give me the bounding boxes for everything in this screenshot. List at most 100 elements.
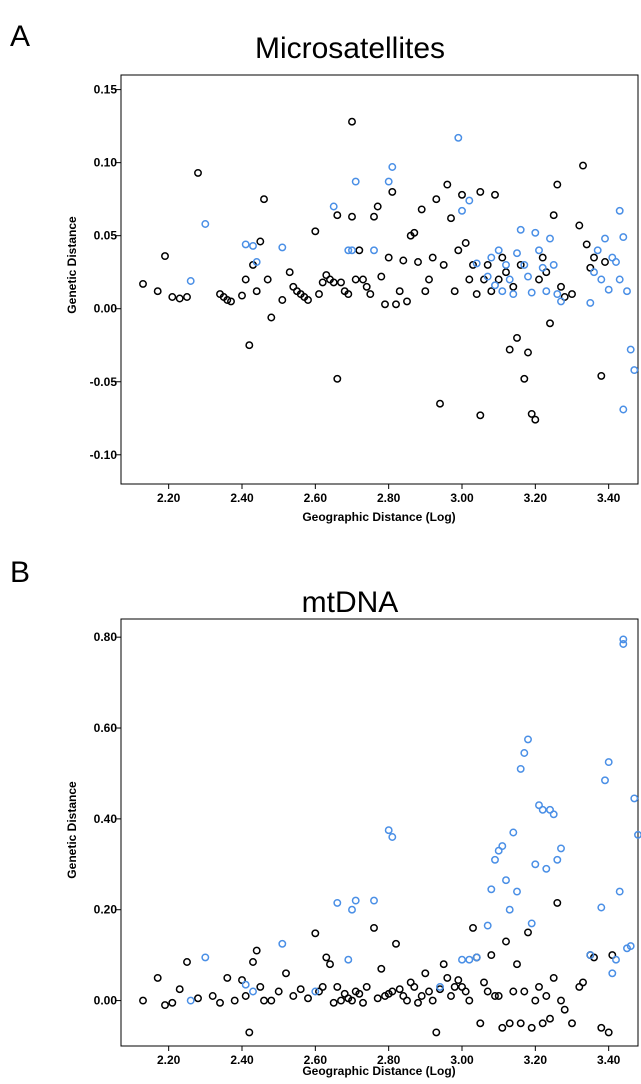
data-point-blue: [538, 263, 547, 272]
data-point-black: [498, 1023, 507, 1032]
y-tick-label: -0.05: [90, 375, 118, 389]
data-point-black: [208, 992, 217, 1000]
data-point-black: [557, 996, 565, 1005]
data-point-black: [362, 982, 371, 991]
data-point-black: [304, 994, 312, 1003]
data-point-black: [256, 982, 265, 991]
x-tick-label: 3.20: [524, 491, 548, 505]
data-point-black: [348, 212, 356, 221]
data-point-blue: [465, 955, 474, 964]
chart-title-microsatellites: Microsatellites: [255, 32, 445, 65]
data-point-black: [351, 275, 360, 284]
data-point-black: [546, 1014, 554, 1023]
data-point-black: [421, 287, 430, 296]
data-point-black: [366, 290, 375, 299]
data-point-blue: [516, 225, 525, 234]
data-point-black: [608, 951, 617, 960]
panel-a: A Microsatellites Genetic Distance Geogr…: [10, 20, 639, 524]
data-point-blue: [249, 241, 257, 250]
data-point-black: [260, 195, 268, 204]
x-tick-label: 2.40: [230, 1053, 254, 1067]
data-point-black: [395, 287, 404, 296]
data-point-black: [183, 958, 191, 966]
data-point-blue: [436, 982, 444, 991]
data-point-black: [238, 291, 246, 300]
data-point-blue: [344, 955, 353, 964]
data-point-black: [476, 187, 485, 196]
data-point-blue: [472, 953, 481, 962]
data-point-black: [139, 996, 147, 1005]
data-point-black: [516, 260, 525, 269]
data-point-black: [161, 252, 169, 261]
data-point-blue: [542, 864, 551, 873]
y-tick-label: 0.00: [94, 994, 118, 1008]
data-point-blue: [615, 206, 624, 215]
data-point-black: [216, 998, 224, 1007]
data-point-blue: [557, 297, 565, 306]
data-point-blue: [546, 234, 554, 243]
data-point-blue: [370, 246, 378, 255]
data-point-blue: [483, 921, 492, 930]
data-point-black: [168, 998, 177, 1007]
data-point-black: [421, 969, 430, 978]
data-point-blue: [586, 951, 595, 960]
data-point-black: [175, 294, 184, 303]
data-point-black: [403, 996, 411, 1005]
data-point-black: [597, 1023, 606, 1032]
data-point-black: [575, 221, 584, 230]
data-point-black: [428, 996, 437, 1005]
data-point-blue: [498, 842, 507, 851]
data-point-blue: [454, 133, 463, 142]
data-point-black: [241, 992, 250, 1000]
data-point-black: [278, 296, 287, 304]
data-point-black: [326, 960, 334, 969]
data-point-black: [447, 992, 455, 1000]
data-point-blue: [531, 228, 540, 237]
x-tick-label: 2.80: [377, 1053, 401, 1067]
data-point-black: [531, 996, 540, 1005]
x-tick-label: 2.20: [157, 1053, 181, 1067]
data-point-blue: [509, 290, 518, 299]
data-point-black: [315, 987, 323, 996]
data-point-blue: [487, 253, 496, 262]
data-point-blue: [201, 220, 210, 228]
data-point-blue: [348, 905, 356, 914]
data-point-black: [355, 246, 364, 255]
data-point-black: [304, 296, 312, 304]
data-point-blue: [498, 287, 507, 296]
data-point-black: [384, 253, 393, 262]
data-point-black: [432, 1028, 441, 1037]
y-tick-label: 0.05: [94, 229, 118, 243]
data-point-black: [315, 290, 323, 299]
data-point-black: [333, 374, 342, 383]
data-point-blue: [549, 810, 558, 819]
data-point-black: [410, 982, 419, 991]
x-tick-label: 2.80: [377, 491, 401, 505]
x-axis-label-b: Geographic Distance (Log): [302, 1064, 455, 1078]
y-tick-label: 0.40: [94, 812, 118, 826]
data-point-black: [513, 333, 521, 342]
data-point-blue: [553, 855, 562, 864]
data-point-black: [399, 992, 408, 1000]
data-point-blue: [619, 635, 628, 644]
data-point-blue: [465, 196, 474, 205]
data-point-black: [194, 994, 202, 1003]
data-point-black: [439, 960, 448, 969]
data-point-black: [443, 180, 452, 189]
data-point-blue: [472, 259, 481, 268]
plot-frame-b: [120, 618, 639, 1047]
data-point-black: [520, 374, 529, 383]
data-point-black: [443, 973, 452, 982]
data-point-blue: [520, 260, 529, 269]
data-point-black: [370, 923, 378, 932]
data-point-black: [428, 253, 437, 262]
data-point-black: [370, 212, 378, 221]
data-point-black: [601, 258, 609, 266]
panel-letter-a: A: [10, 20, 30, 53]
data-point-black: [183, 293, 191, 301]
data-point-black: [568, 290, 576, 299]
data-point-black: [505, 345, 514, 354]
data-point-black: [249, 958, 257, 966]
data-point-black: [403, 297, 411, 306]
